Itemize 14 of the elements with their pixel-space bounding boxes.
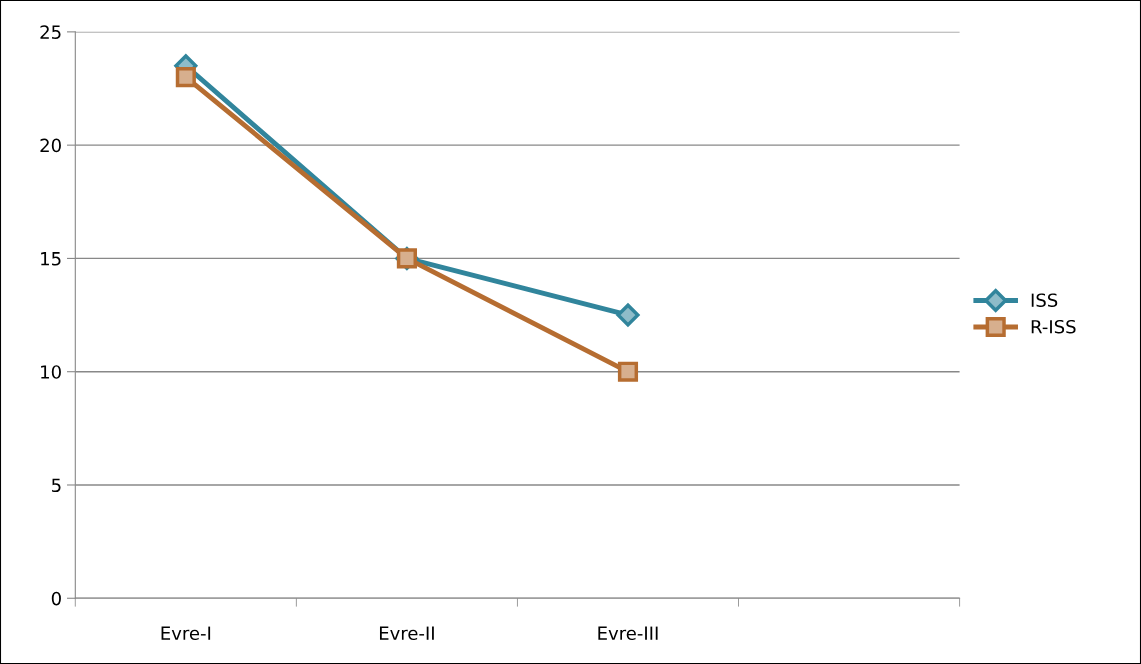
- point: [175, 67, 196, 88]
- y-tick-label: 0: [51, 591, 61, 606]
- y-tick-label: 25: [40, 25, 61, 39]
- legend-label: ISS: [1031, 293, 1058, 308]
- y-tick-label: 20: [40, 138, 61, 153]
- y-tick-label: 15: [41, 252, 61, 266]
- legend-label: R-ISS: [1031, 319, 1076, 334]
- point: [616, 303, 640, 327]
- y-tick-label: 5: [52, 478, 61, 493]
- y-tick-label: 10: [41, 365, 61, 379]
- point: [617, 361, 639, 382]
- x-tick-label: Evre-I: [161, 626, 211, 641]
- x-tick-label: Evre-III: [598, 626, 658, 641]
- x-tick-label: Evre-II: [379, 626, 434, 641]
